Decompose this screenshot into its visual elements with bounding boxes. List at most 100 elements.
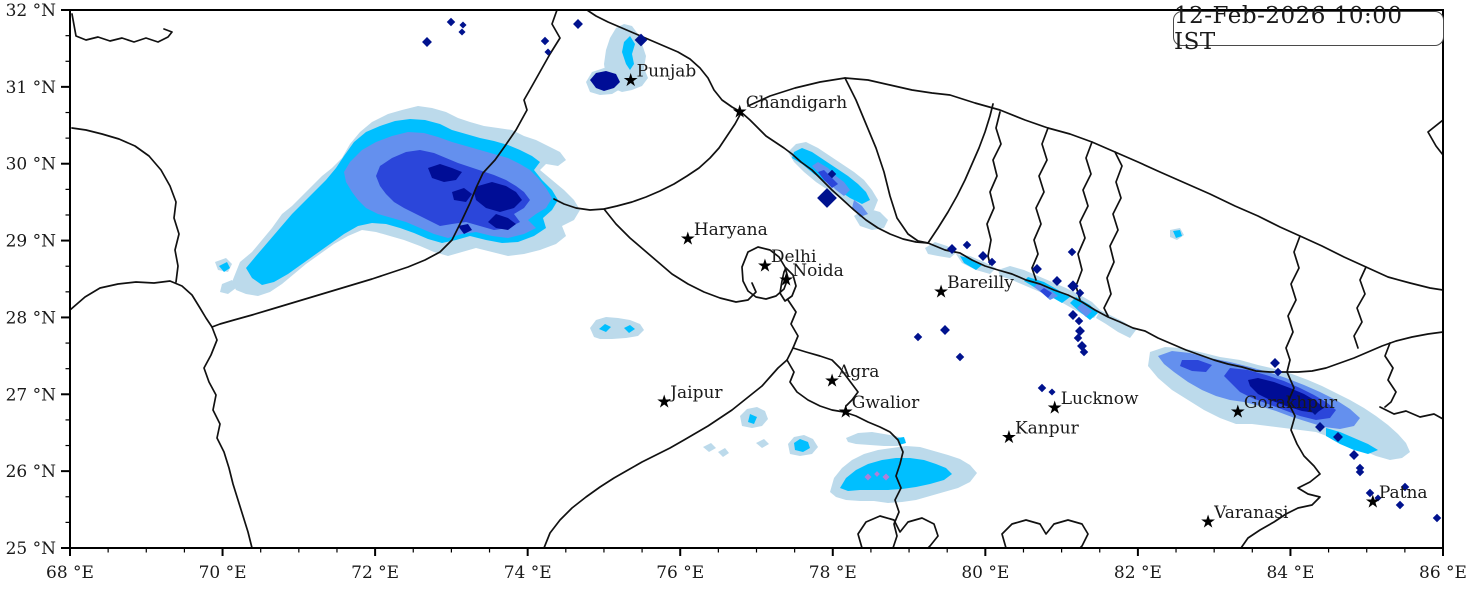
- y-tick-label: 30 °N: [6, 155, 57, 175]
- lightning-dot: [1074, 316, 1084, 326]
- city-label-punjab: Punjab: [637, 62, 697, 82]
- state-border-line: [1384, 342, 1397, 408]
- rain-polygon-level3: [852, 200, 868, 217]
- rain-polygon-level5: [488, 214, 516, 230]
- state-border-line: [779, 267, 797, 302]
- city-label-chandigarh: Chandigarh: [746, 93, 848, 113]
- rain-polygon-level2: [794, 439, 810, 452]
- rain-polygon-level2: [960, 256, 982, 270]
- lightning-dot: [913, 332, 923, 342]
- rain-polygon-level2: [748, 414, 757, 424]
- city-star-noida: ★: [778, 269, 794, 290]
- state-border-line: [71, 13, 173, 43]
- city-label-gwalior: Gwalior: [852, 393, 920, 413]
- state-border-line: [740, 111, 929, 244]
- lightning-dot: [940, 325, 950, 335]
- lightning-dot: [1395, 500, 1405, 510]
- state-border-line: [786, 299, 799, 361]
- rain-polygon-level5: [1248, 378, 1324, 413]
- city-star-jaipur: ★: [656, 391, 672, 412]
- axes-layer: 68 °E 70 °E 72 °E 74 °E 76 °E 78 °E 80 °E 82 °E…: [6, 1, 1467, 583]
- x-tick-label: 78 °E: [809, 563, 857, 583]
- rain-polygon-level1: [590, 317, 644, 339]
- lightning-dot: [987, 257, 997, 267]
- x-tick-label: 68 °E: [46, 563, 94, 583]
- lightning-dot: [458, 28, 466, 36]
- lightning-dot: [1048, 388, 1056, 396]
- city-label-delhi: Delhi: [771, 247, 817, 267]
- city-label-bareilly: Bareilly: [947, 273, 1014, 293]
- city-label-haryana: Haryana: [694, 220, 768, 240]
- state-border-line: [1379, 406, 1443, 420]
- state-border-line: [71, 127, 180, 283]
- rain-polygon-level1: [846, 432, 906, 446]
- city-star-lucknow: ★: [1047, 398, 1063, 419]
- city-label-noida: Noida: [792, 261, 844, 281]
- rain-polygon-level1: [925, 242, 957, 258]
- lightning-dot: [1273, 367, 1283, 377]
- city-label-varanasi: Varanasi: [1213, 503, 1289, 523]
- city-star-varanasi: ★: [1200, 511, 1216, 532]
- state-border-line: [203, 326, 253, 548]
- x-tick-label: 74 °E: [504, 563, 552, 583]
- rain-polygon-level2: [599, 324, 611, 332]
- x-tick-label: 84 °E: [1266, 563, 1314, 583]
- x-tick-label: 82 °E: [1114, 563, 1162, 583]
- x-tick-label: 80 °E: [961, 563, 1009, 583]
- lightning-dot: [1079, 347, 1089, 357]
- state-border-line: [844, 77, 929, 244]
- cities-layer: ★Punjab★Chandigarh★Haryana★Delhi★Noida★B…: [623, 62, 1428, 533]
- lightning-dot: [978, 251, 988, 261]
- lightning-dot: [1365, 488, 1375, 498]
- city-star-kanpur: ★: [1001, 427, 1017, 448]
- lightning-dot: [1349, 450, 1359, 460]
- y-tick-label: 27 °N: [6, 385, 57, 405]
- city-label-jaipur: Jaipur: [668, 383, 723, 403]
- state-border-line: [1103, 151, 1123, 317]
- city-star-agra: ★: [824, 371, 840, 392]
- lightning-dot: [962, 240, 972, 250]
- city-star-chandigarh: ★: [732, 102, 748, 123]
- city-star-haryana: ★: [680, 229, 696, 250]
- rain-polygon-level2: [622, 36, 635, 70]
- rain-polygon-level4: [818, 170, 838, 188]
- lightning-dot: [1073, 333, 1083, 343]
- city-star-punjab: ★: [623, 70, 639, 91]
- state-border-line: [792, 347, 859, 407]
- state-border-line: [1353, 266, 1367, 349]
- lightning-dot: [1037, 383, 1047, 393]
- city-star-bareilly: ★: [933, 282, 949, 303]
- lightning-dot: [573, 19, 583, 29]
- lightning-dot: [1310, 405, 1320, 415]
- lightning-dot: [459, 21, 467, 29]
- lightning-dot: [540, 36, 550, 46]
- state-border-line: [927, 103, 994, 244]
- lightning-dot: [1068, 310, 1078, 320]
- hail-dot: [864, 473, 872, 481]
- lightning-dot: [955, 352, 965, 362]
- city-label-kanpur: Kanpur: [1015, 418, 1080, 438]
- city-star-delhi: ★: [757, 255, 773, 276]
- rain-polygon-level5: [458, 224, 472, 234]
- city-label-gorakhpur: Gorakhpur: [1244, 393, 1338, 413]
- rain-polygon-level2: [1173, 230, 1182, 238]
- rain-polygon-level5: [452, 188, 472, 202]
- rain-polygon-level1: [756, 439, 769, 448]
- y-tick-label: 26 °N: [6, 462, 57, 482]
- rain-polygon-level5: [590, 71, 620, 91]
- state-border-line: [553, 112, 742, 211]
- lightning-dot: [1075, 288, 1085, 298]
- y-tick-label: 25 °N: [6, 539, 57, 559]
- rain-layer: [215, 24, 1410, 503]
- borders-layer: [70, 10, 1443, 548]
- state-border-line: [543, 359, 788, 548]
- rain-polygon-level1: [718, 448, 729, 457]
- city-label-lucknow: Lucknow: [1061, 389, 1139, 409]
- x-tick-label: 70 °E: [199, 563, 247, 583]
- x-tick-label: 72 °E: [351, 563, 399, 583]
- lightning-dot: [1052, 276, 1062, 286]
- rain-polygon-level4: [376, 150, 530, 230]
- lightning-dot: [422, 37, 432, 47]
